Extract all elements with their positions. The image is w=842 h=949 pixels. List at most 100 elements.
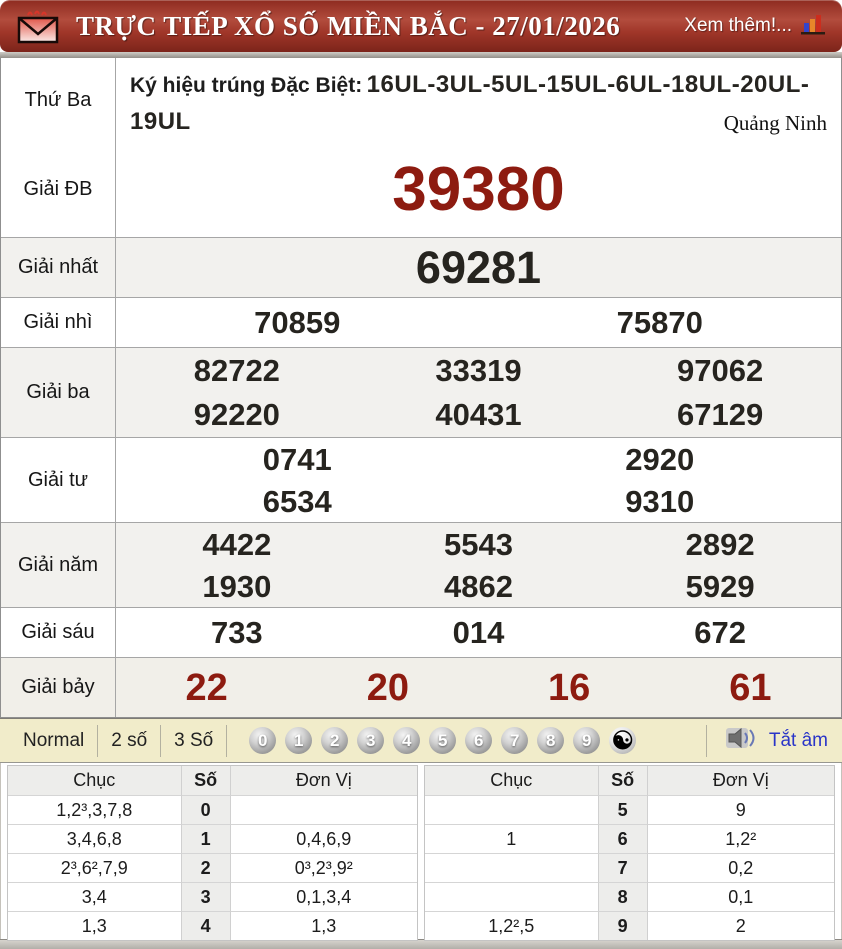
mode-button-1[interactable]: 2 số — [111, 729, 148, 751]
prize-row-3: Giải ba 82722 33319 97062 92220 40431 67129 — [1, 347, 841, 437]
prize-label: Giải sáu — [1, 608, 116, 657]
digit-ball-5[interactable]: 5 — [429, 727, 457, 754]
loto-value-cell: 3,4 — [8, 882, 181, 911]
digit-ball-3[interactable]: 3 — [357, 727, 385, 754]
loto-value-cell: 1,3 — [230, 911, 417, 940]
header-bar: TRỰC TIẾP XỔ SỐ MIỀN BẮC - 27/01/2026 Xe… — [0, 0, 842, 52]
speaker-icon[interactable] — [725, 725, 761, 756]
prize-number: 97062 — [677, 352, 764, 388]
loto-digit-cell: 0 — [180, 795, 231, 824]
loto-value-cell: 0³,2³,9² — [230, 853, 417, 882]
loto-digit-cell: 8 — [597, 882, 648, 911]
prize-number: 5543 — [444, 526, 513, 562]
prize-row-5: Giải năm 4422 5543 2892 1930 4862 5929 — [1, 522, 841, 607]
prize-number: 672 — [694, 615, 747, 650]
prize-number: 22 — [185, 666, 228, 709]
prize-number: 40431 — [435, 397, 522, 433]
prize-number: 4862 — [444, 568, 513, 604]
mode-button-0[interactable]: Normal — [23, 729, 85, 751]
digit-ball-1[interactable]: 1 — [285, 727, 313, 754]
prize-row-2: Giải nhì 70859 75870 — [1, 297, 841, 347]
day-label: Thứ Ba — [1, 58, 116, 142]
yin-yang-ball-icon[interactable]: ☯ — [609, 727, 637, 755]
loto-digit-cell: 1 — [180, 824, 231, 853]
loto-value-cell: 1 — [425, 824, 598, 853]
digit-ball-8[interactable]: 8 — [537, 727, 565, 754]
toolbar-separator — [705, 724, 707, 757]
loto-value-cell: 0,1,3,4 — [230, 882, 417, 911]
digit-ball-0[interactable]: 0 — [249, 727, 277, 754]
prize-number: 39380 — [392, 154, 565, 224]
see-more-link[interactable]: Xem thêm!... — [684, 15, 792, 36]
envelope-icon — [16, 8, 60, 44]
loto-digit-cell: 4 — [180, 911, 231, 940]
divider — [0, 52, 842, 58]
mode-button-2[interactable]: 3 Số — [174, 729, 214, 751]
loto-value-cell: 1,2²,5 — [425, 911, 598, 940]
prize-row-0: Giải ĐB 39380 — [1, 142, 841, 237]
loto-value-cell: 0,4,6,9 — [230, 824, 417, 853]
digit-ball-2[interactable]: 2 — [321, 727, 349, 754]
loto-value-cell — [425, 795, 598, 824]
loto-header: Đơn Vị — [647, 766, 834, 795]
loto-header: Số — [180, 766, 231, 795]
prize-number: 33319 — [435, 352, 522, 388]
loto-value-cell: 9 — [647, 795, 834, 824]
loto-header: Số — [597, 766, 648, 795]
prize-number: 2920 — [625, 441, 695, 477]
prize-number: 5929 — [685, 568, 755, 604]
prize-label: Giải ba — [1, 348, 116, 437]
loto-value-cell: 2 — [647, 911, 834, 940]
loto-header: Chục — [8, 766, 181, 795]
prize-number: 75870 — [616, 305, 703, 340]
loto-table-left: Chục Số Đơn Vị 1,2³,3,7,8 0 3,4,6,8 1 0,4,6,9 2³… — [7, 765, 418, 941]
province-name: Quảng Ninh — [723, 111, 827, 135]
prize-number: 82722 — [193, 352, 280, 388]
loto-value-cell: 0,2 — [647, 853, 834, 882]
toolbar-separator — [97, 724, 99, 757]
digit-ball-6[interactable]: 6 — [465, 727, 493, 754]
loto-value-cell: 0,1 — [647, 882, 834, 911]
prize-number: 0741 — [262, 441, 332, 477]
results-table: Thứ Ba Ký hiệu trúng Đặc Biệt: 16UL-3UL-… — [0, 58, 842, 718]
prize-number: 1930 — [202, 568, 272, 604]
prize-number: 9310 — [625, 483, 695, 519]
prize-number: 16 — [547, 666, 591, 709]
digit-ball-4[interactable]: 4 — [393, 727, 421, 754]
loto-header: Chục — [425, 766, 598, 795]
digit-ball-7[interactable]: 7 — [501, 727, 529, 754]
loto-digit-cell: 2 — [180, 853, 231, 882]
prize-number: 4422 — [202, 526, 272, 562]
prize-number: 6534 — [262, 483, 332, 519]
prize-number: 014 — [452, 615, 505, 650]
loto-summary-tables: Chục Số Đơn Vị 1,2³,3,7,8 0 3,4,6,8 1 0,4,6,9 2³… — [0, 763, 842, 941]
digit-ball-9[interactable]: 9 — [573, 727, 601, 754]
prize-row-4: Giải tư 0741 2920 6534 9310 — [1, 437, 841, 522]
prize-row-6: Giải sáu 733 014 672 — [1, 607, 841, 657]
loto-value-cell — [425, 853, 598, 882]
prize-row-1: Giải nhất 69281 — [1, 237, 841, 297]
prize-label: Giải bảy — [1, 658, 116, 717]
loto-digit-cell: 3 — [180, 882, 231, 911]
loto-value-cell: 1,2³,3,7,8 — [8, 795, 181, 824]
loto-table-right: Chục Số Đơn Vị 5 9 1 6 1,2² 7 0,2 8 0,1 1,2²,5 9 2 — [424, 765, 835, 941]
prize-label: Giải tư — [1, 438, 116, 522]
symbol-prefix: Ký hiệu trúng Đặc Biệt: — [130, 74, 363, 97]
loto-value-cell: 1,2² — [647, 824, 834, 853]
symbol-codes: 16UL-3UL-5UL-15UL-6UL-18UL-20UL-19UL — [130, 71, 810, 136]
stats-chart-icon[interactable] — [800, 12, 826, 41]
prize-number: 733 — [210, 615, 263, 650]
toolbar-separator — [226, 724, 228, 757]
loto-header: Đơn Vị — [230, 766, 417, 795]
mute-label: Tắt âm — [768, 729, 828, 751]
player-toolbar: Normal 2 số 3 Số 0 1 2 3 4 5 6 7 8 9 ☯ Tắt âm — [0, 718, 842, 763]
loto-value-cell: 2³,6²,7,9 — [8, 853, 181, 882]
prize-number: 69281 — [415, 242, 542, 293]
loto-digit-cell: 7 — [597, 853, 648, 882]
mute-button[interactable]: Tắt âm — [705, 724, 828, 757]
symbol-text: Ký hiệu trúng Đặc Biệt: 16UL-3UL-5UL-15U… — [130, 66, 825, 140]
prize-number: 20 — [366, 666, 410, 709]
loto-value-cell: 1,3 — [8, 911, 181, 940]
prize-label: Giải ĐB — [1, 142, 116, 237]
